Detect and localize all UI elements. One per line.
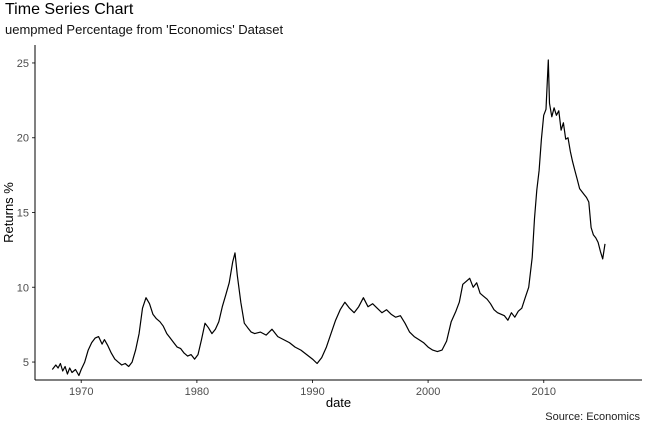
y-tick-label: 5	[23, 357, 29, 369]
y-tick-label: 10	[17, 282, 29, 294]
x-tick-label: 2010	[531, 386, 555, 398]
x-axis-title: date	[326, 395, 351, 410]
x-tick-label: 1970	[69, 386, 93, 398]
y-axis-title: Returns %	[1, 182, 16, 243]
y-axis-ticks: 5 10 15 20 25	[17, 58, 35, 369]
y-tick-label: 25	[17, 58, 29, 70]
x-tick-label: 1990	[300, 386, 324, 398]
series-line	[51, 59, 606, 377]
x-axis-ticks: 1970 1980 1990 2000 2010	[69, 380, 556, 398]
chart-title: Time Series Chart	[5, 1, 134, 18]
x-tick-label: 2000	[416, 386, 440, 398]
y-tick-label: 20	[17, 133, 29, 145]
chart-subtitle: uempmed Percentage from 'Economics' Data…	[5, 22, 284, 37]
y-tick-label: 15	[17, 208, 29, 220]
chart-caption: Source: Economics	[545, 411, 640, 423]
x-tick-label: 1980	[185, 386, 209, 398]
